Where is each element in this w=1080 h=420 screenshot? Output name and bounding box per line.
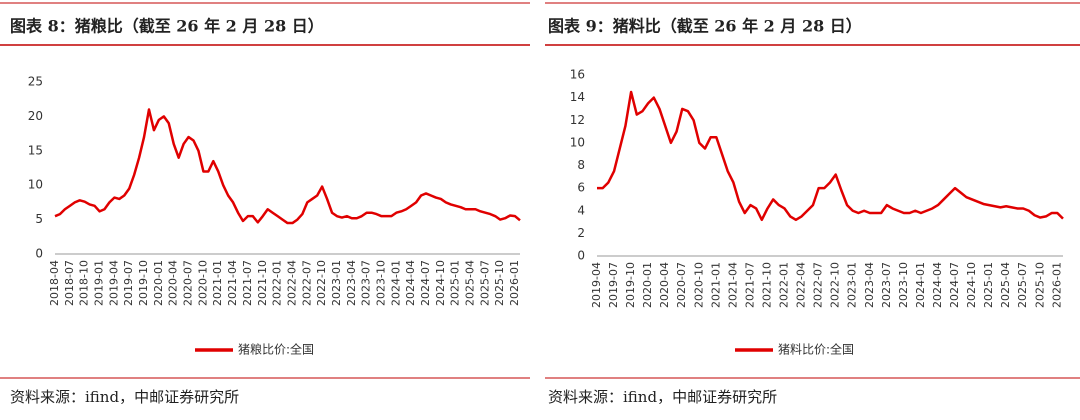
x-tick-label: 2021-04 — [226, 260, 239, 306]
x-tick-label: 2019-10 — [624, 262, 637, 308]
x-tick-label: 2021-01 — [709, 262, 722, 308]
x-tick-label: 2024-07 — [948, 262, 961, 308]
source: 资料来源：ifind，中邮证券研究所 — [548, 388, 777, 406]
x-tick-label: 2021-07 — [241, 260, 254, 306]
x-tick-label: 2019-07 — [607, 262, 620, 308]
x-tick-label: 2019-07 — [122, 260, 135, 306]
x-tick-label: 2020-01 — [641, 262, 654, 308]
x-tick-label: 2020-01 — [152, 260, 165, 306]
y-tick-label: 20 — [28, 109, 43, 123]
y-tick-label: 10 — [28, 178, 43, 192]
y-tick-label: 0 — [577, 249, 585, 263]
y-tick-label: 0 — [35, 247, 43, 261]
x-tick-label: 2021-10 — [760, 262, 773, 308]
y-tick-label: 4 — [577, 203, 585, 217]
x-tick-label: 2021-01 — [211, 260, 224, 306]
x-tick-label: 2022-10 — [829, 262, 842, 308]
series-line — [54, 108, 521, 225]
y-tick-label: 15 — [28, 143, 43, 157]
x-tick-label: 2025-04 — [464, 260, 477, 306]
x-tick-label: 2023-04 — [863, 262, 876, 308]
x-tick-label: 2024-01 — [914, 262, 927, 308]
y-tick-label: 25 — [28, 75, 43, 89]
x-tick-label: 2025-01 — [982, 262, 995, 308]
x-tick-label: 2023-01 — [846, 262, 859, 308]
x-tick-label: 2019-04 — [590, 262, 603, 308]
x-tick-label: 2023-07 — [360, 260, 373, 306]
x-tick-label: 2018-04 — [48, 260, 61, 306]
x-tick-label: 2022-04 — [285, 260, 298, 306]
x-tick-label: 2026-01 — [508, 260, 521, 306]
x-tick-label: 2024-04 — [931, 262, 944, 308]
x-tick-label: 2024-10 — [965, 262, 978, 308]
x-tick-label: 2019-10 — [137, 260, 150, 306]
x-tick-label: 2025-07 — [1016, 262, 1029, 308]
x-tick-label: 2024-07 — [419, 260, 432, 306]
x-tick-label: 2018-07 — [63, 260, 76, 306]
x-tick-label: 2022-07 — [300, 260, 313, 306]
y-tick-label: 14 — [570, 90, 585, 104]
x-tick-label: 2019-04 — [107, 260, 120, 306]
x-tick-label: 2022-01 — [778, 262, 791, 308]
x-tick-label: 2024-10 — [434, 260, 447, 306]
x-tick-label: 2022-07 — [812, 262, 825, 308]
x-tick-label: 2025-07 — [478, 260, 491, 306]
x-tick-label: 2020-04 — [658, 262, 671, 308]
x-tick-label: 2023-07 — [880, 262, 893, 308]
x-tick-label: 2019-01 — [93, 260, 106, 306]
x-tick-label: 2020-10 — [692, 262, 705, 308]
x-tick-label: 2020-04 — [167, 260, 180, 306]
x-tick-label: 2020-07 — [675, 262, 688, 308]
source: 资料来源：ifind，中邮证券研究所 — [10, 388, 239, 406]
x-tick-label: 2025-10 — [493, 260, 506, 306]
x-tick-label: 2023-01 — [330, 260, 343, 306]
x-tick-label: 2022-10 — [315, 260, 328, 306]
legend-label: 猪料比价:全国 — [778, 342, 854, 357]
x-tick-label: 2026-01 — [1050, 262, 1063, 308]
legend-label: 猪粮比价:全国 — [238, 342, 314, 357]
chart-title: 图表 9：猪料比（截至 26 年 2 月 28 日） — [548, 17, 862, 36]
x-tick-label: 2021-10 — [256, 260, 269, 306]
x-tick-label: 2021-07 — [743, 262, 756, 308]
x-tick-label: 2020-10 — [196, 260, 209, 306]
series-line — [597, 90, 1064, 222]
x-tick-label: 2022-01 — [271, 260, 284, 306]
x-tick-label: 2023-10 — [374, 260, 387, 306]
y-tick-label: 10 — [570, 135, 585, 149]
x-tick-label: 2023-10 — [897, 262, 910, 308]
y-tick-label: 6 — [577, 181, 585, 195]
y-tick-label: 5 — [35, 212, 43, 226]
x-tick-label: 2021-04 — [726, 262, 739, 308]
y-tick-label: 16 — [570, 68, 585, 82]
y-tick-label: 12 — [570, 113, 585, 127]
chart-title: 图表 8：猪粮比（截至 26 年 2 月 28 日） — [10, 17, 324, 36]
x-tick-label: 2024-01 — [389, 260, 402, 306]
x-tick-label: 2025-04 — [999, 262, 1012, 308]
x-tick-label: 2025-10 — [1033, 262, 1046, 308]
x-tick-label: 2018-10 — [78, 260, 91, 306]
x-tick-label: 2022-04 — [795, 262, 808, 308]
x-tick-label: 2020-07 — [182, 260, 195, 306]
y-tick-label: 2 — [577, 226, 585, 240]
x-tick-label: 2024-04 — [404, 260, 417, 306]
x-tick-label: 2025-01 — [449, 260, 462, 306]
y-tick-label: 8 — [577, 158, 585, 172]
x-tick-label: 2023-04 — [345, 260, 358, 306]
